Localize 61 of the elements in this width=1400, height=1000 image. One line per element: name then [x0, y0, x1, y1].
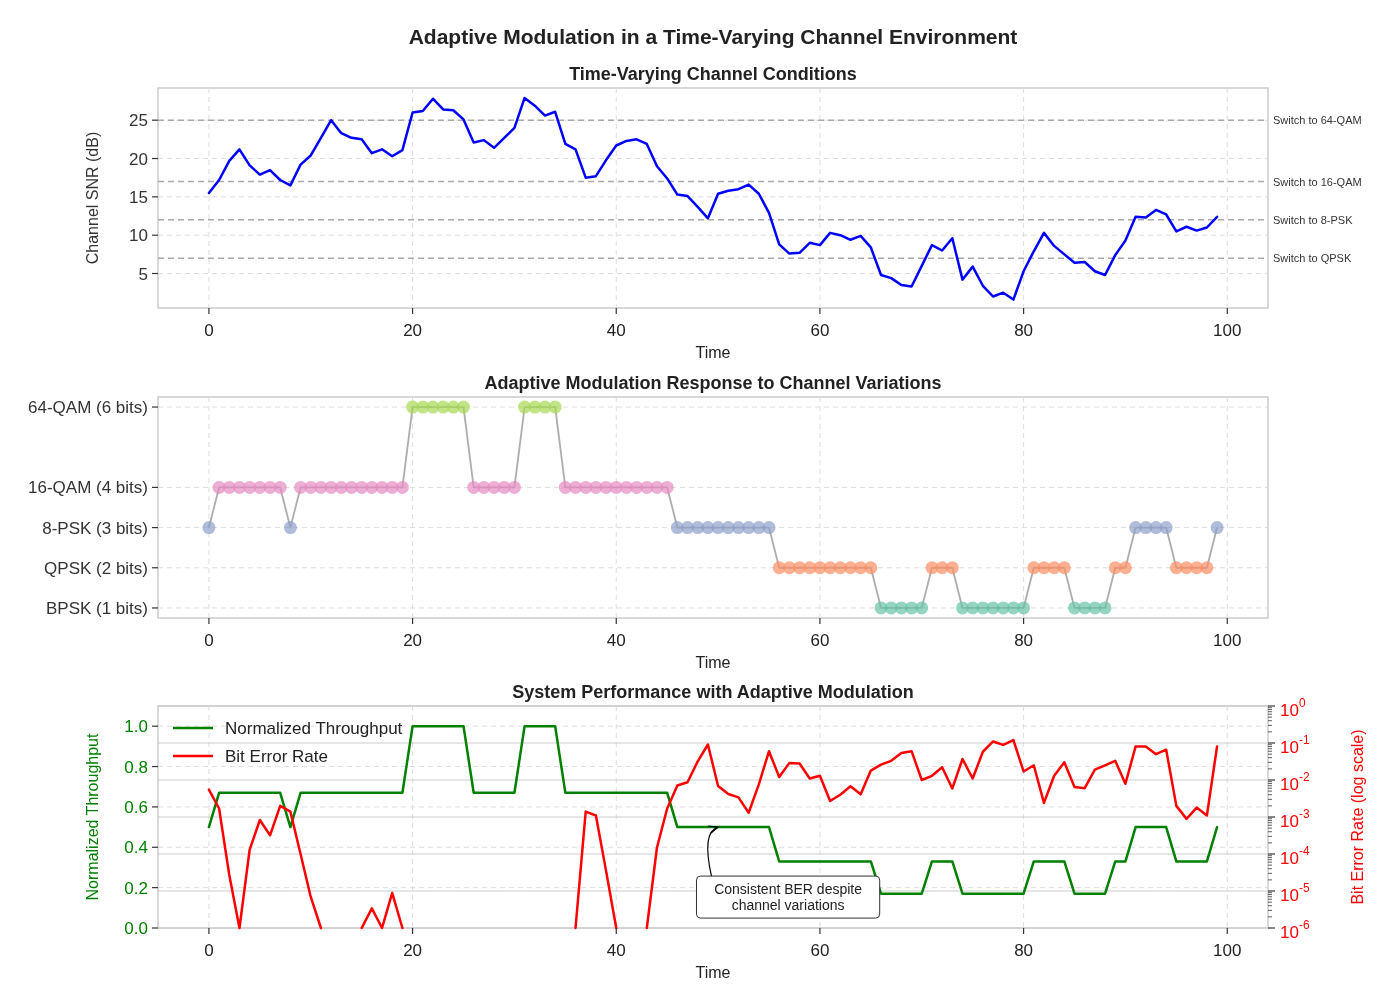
y2-tick-label: 10$^{-3}$: [1280, 807, 1310, 831]
y2-tick-label: 10$^{0}$: [1280, 696, 1306, 720]
y-tick-label: 0.8: [124, 757, 148, 777]
x-tick-label: 100: [1213, 940, 1242, 960]
legend-label: Normalized Throughput: [225, 718, 403, 738]
y2-tick-label: 10$^{-4}$: [1280, 844, 1310, 868]
ref-line-label: Switch to QPSK: [1273, 252, 1352, 265]
ref-line-label: Switch to 64-QAM: [1273, 114, 1362, 127]
y2-tick-label: 10$^{-1}$: [1280, 733, 1310, 757]
y2-tick-label: 10$^{-2}$: [1280, 770, 1310, 794]
x-tick-label: 20: [403, 940, 423, 960]
y-tick-label: 0.2: [124, 878, 148, 898]
line-series: [207, 96, 1219, 301]
x-axis-title: Time: [695, 964, 731, 981]
chart-subtitle: Time-Varying Channel Conditions: [569, 64, 857, 84]
y-tick-label: QPSK (2 bits): [44, 558, 148, 578]
x-axis-title: Time: [695, 344, 731, 361]
x-tick-label: 80: [1014, 320, 1034, 340]
y-tick-label: 20: [129, 149, 148, 169]
chart-title: System Performance with Adaptive Modulation: [512, 682, 914, 702]
y-tick-label: 0.4: [124, 837, 148, 857]
y-tick-label: BPSK (1 bits): [45, 598, 148, 618]
y-tick-label: 5: [138, 264, 148, 284]
line-series: [207, 724, 1219, 895]
y-axis-title: Normalized Throughput: [84, 732, 101, 901]
x-tick-label: 20: [403, 320, 423, 340]
x-tick-label: 100: [1213, 320, 1242, 340]
y-tick-label: 16-QAM (4 bits): [28, 477, 148, 497]
x-tick-label: 80: [1014, 940, 1034, 960]
annotation: Consistent BER despite channel variations: [714, 881, 863, 914]
y-tick-label: 15: [129, 187, 148, 207]
y-tick-label: 25: [129, 110, 148, 130]
x-tick-label: 60: [810, 320, 830, 340]
y-axis-title: Channel SNR (dB): [84, 131, 101, 265]
x-tick-label: 40: [606, 630, 626, 650]
x-tick-label: 0: [204, 320, 214, 340]
ref-line-label: Switch to 16-QAM: [1273, 175, 1362, 188]
y-tick-label: 0.0: [124, 918, 148, 938]
x-tick-label: 20: [403, 630, 423, 650]
y-tick-label: 64-QAM (6 bits): [28, 397, 148, 417]
y-tick-label: 1.0: [124, 716, 148, 736]
x-tick-label: 0: [204, 630, 214, 650]
x-tick-label: 80: [1014, 630, 1034, 650]
y-tick-label: 8-PSK (3 bits): [42, 518, 148, 538]
y2-tick-label: 10$^{-6}$: [1280, 918, 1310, 942]
x-tick-label: 60: [810, 940, 830, 960]
legend-label: Bit Error Rate: [225, 746, 328, 766]
x-tick-label: 40: [606, 320, 626, 340]
x-tick-label: 100: [1213, 630, 1242, 650]
chart-title: Adaptive Modulation in a Time-Varying Channel Environment: [408, 25, 1018, 48]
callout-box: Consistent BER despite channel variations: [696, 875, 881, 919]
y2-axis-title: Bit Error Rate (log scale): [1349, 729, 1366, 905]
x-tick-label: 40: [606, 940, 626, 960]
x-tick-label: 60: [810, 630, 830, 650]
y-tick-label: 0.6: [124, 797, 148, 817]
ref-line-label: Switch to 8-PSK: [1273, 213, 1354, 226]
x-axis-title: Time: [695, 654, 731, 671]
x-tick-label: 0: [204, 940, 214, 960]
y2-tick-label: 10$^{-5}$: [1280, 881, 1310, 905]
y-tick-label: 10: [129, 225, 148, 245]
chart-title: Adaptive Modulation Response to Channel Variations: [484, 373, 942, 393]
